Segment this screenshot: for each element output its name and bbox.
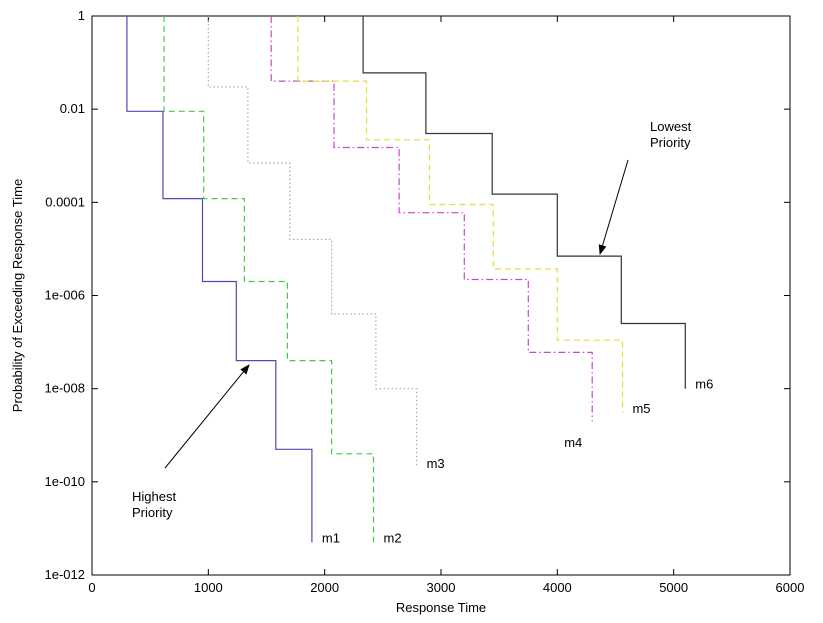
y-tick-label: 1e-010 bbox=[45, 474, 85, 489]
x-tick-label: 0 bbox=[88, 580, 95, 595]
x-tick-label: 1000 bbox=[194, 580, 223, 595]
annotation-lowest-priority-line: Lowest bbox=[650, 119, 692, 134]
x-tick-label: 3000 bbox=[427, 580, 456, 595]
series-line-m6 bbox=[362, 16, 686, 389]
annotation-highest-priority-line: Highest bbox=[132, 489, 176, 504]
series-label-m4: m4 bbox=[564, 435, 582, 450]
y-tick-label: 0.0001 bbox=[45, 194, 85, 209]
series-label-m3: m3 bbox=[427, 456, 445, 471]
x-axis-label: Response Time bbox=[396, 600, 486, 615]
arrow-lowest-priority bbox=[598, 159, 629, 255]
y-tick-label: 1 bbox=[78, 8, 85, 23]
series-line-m2 bbox=[163, 16, 375, 543]
series-label-m2: m2 bbox=[384, 530, 402, 545]
series-label-m6: m6 bbox=[695, 377, 713, 392]
y-tick-label: 1e-006 bbox=[45, 288, 85, 303]
annotation-highest-priority-line: Priority bbox=[132, 505, 173, 520]
series-label-m5: m5 bbox=[632, 401, 650, 416]
plot-area-frame bbox=[91, 15, 791, 576]
y-tick-label: 0.01 bbox=[60, 101, 85, 116]
x-tick-label: 5000 bbox=[659, 580, 688, 595]
series-label-m1: m1 bbox=[322, 530, 340, 545]
series-line-m5 bbox=[297, 16, 624, 413]
x-tick-label: 6000 bbox=[776, 580, 805, 595]
annotation-lowest-priority-line: Priority bbox=[650, 135, 691, 150]
x-tick-label: 2000 bbox=[310, 580, 339, 595]
arrow-highest-priority bbox=[164, 364, 250, 469]
y-tick-label: 1e-012 bbox=[45, 567, 85, 582]
y-tick-label: 1e-008 bbox=[45, 381, 85, 396]
y-axis-label: Probability of Exceeding Response Time bbox=[10, 179, 25, 412]
series-line-m1 bbox=[126, 16, 313, 543]
x-tick-label: 4000 bbox=[543, 580, 572, 595]
